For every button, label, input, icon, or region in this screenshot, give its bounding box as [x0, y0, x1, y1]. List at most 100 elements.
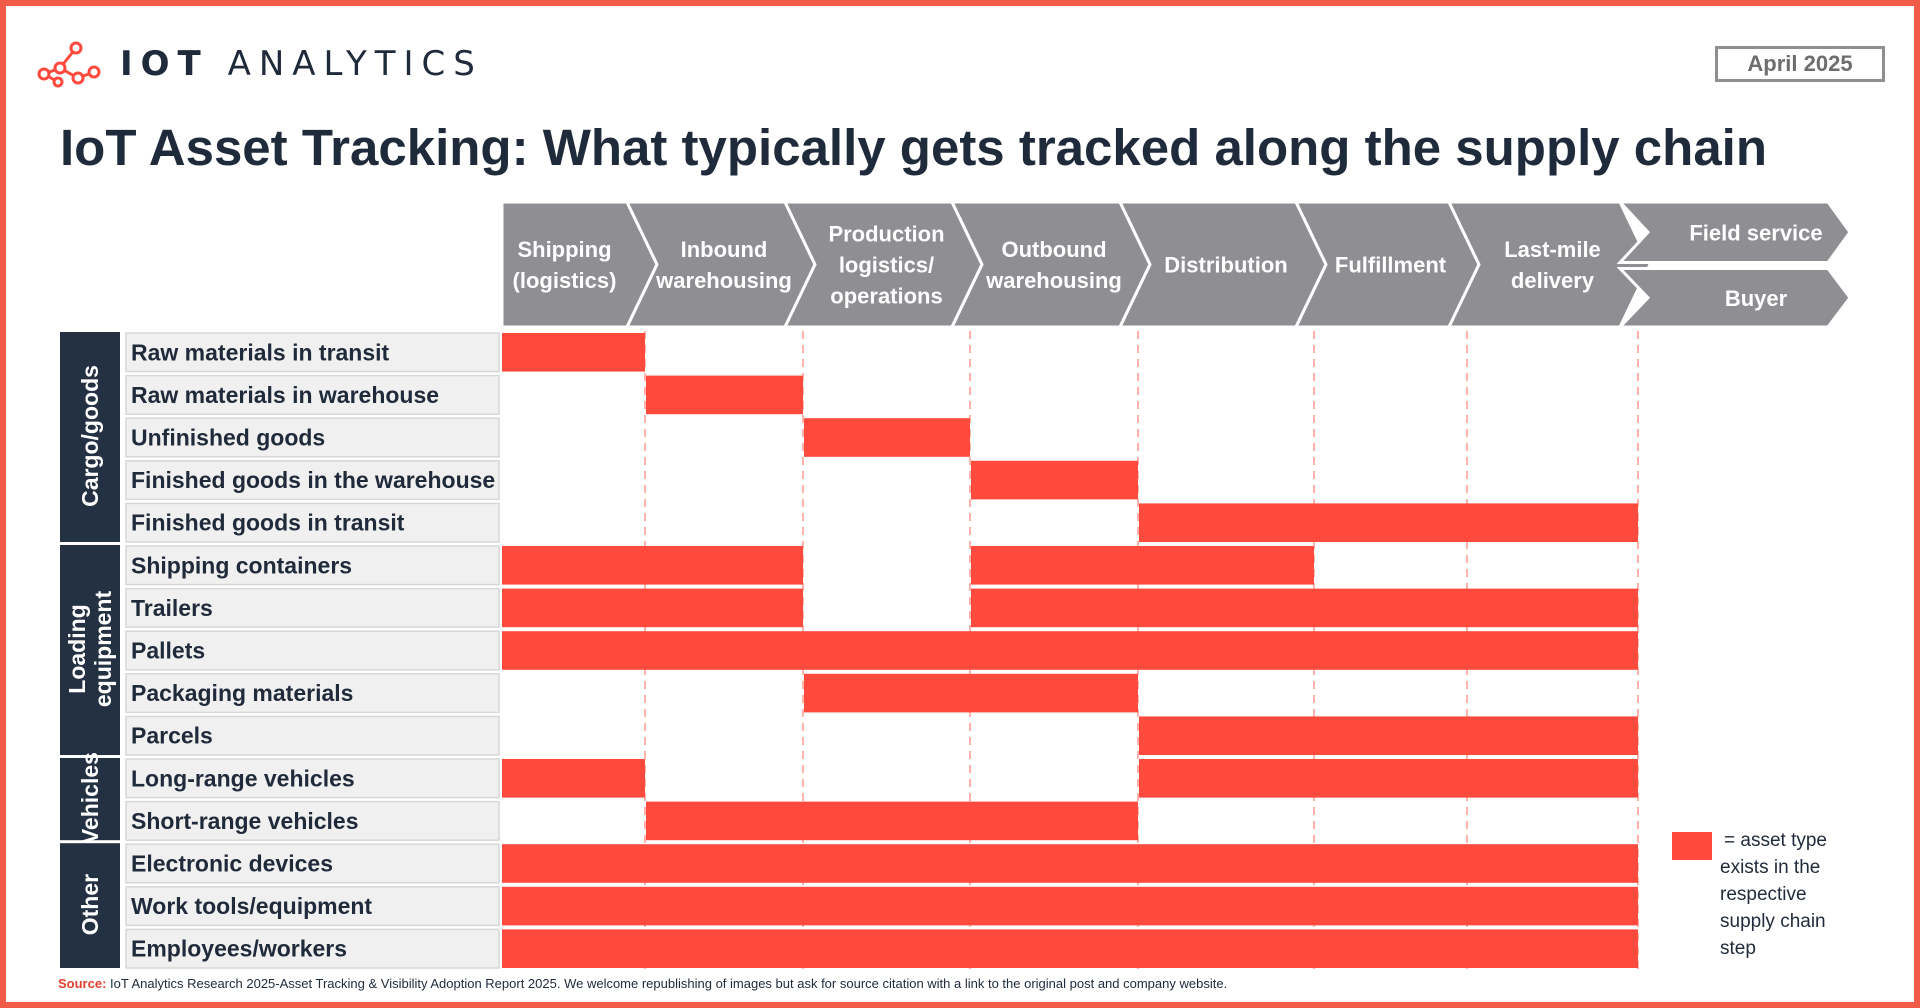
cell-raw-materials-in-warehouse-inbound-warehousing — [646, 375, 803, 415]
row-label-finished-goods-in-transit: Finished goods in transit — [131, 510, 405, 536]
row-label-employees-workers: Employees/workers — [131, 936, 347, 962]
stage-label-distribution-line-1: Distribution — [1164, 253, 1287, 278]
page-title: IoT Asset Tracking: What typically gets … — [60, 119, 1768, 176]
group-label-loading-equipment-line-1: Loading — [64, 604, 90, 693]
cell-electronic-devices-fulfillment — [1315, 844, 1468, 883]
cell-work-tools-equipment-shipping-logistics — [502, 886, 646, 926]
row-label-bg — [125, 800, 500, 841]
network-nodes-icon — [37, 41, 101, 88]
cell-pallets-production-logistics-operations — [804, 631, 971, 670]
stage-arrow-last-mile-delivery — [1446, 200, 1652, 329]
cell-shipping-containers-shipping-logistics — [502, 546, 646, 585]
stage-label-fulfillment-line-1: Fulfillment — [1335, 253, 1447, 278]
stage-label-outbound-warehousing-line-2: warehousing — [985, 268, 1122, 293]
cell-long-range-vehicles-last-mile-delivery — [1468, 759, 1638, 798]
cell-electronic-devices-shipping-logistics — [502, 844, 646, 883]
cell-long-range-vehicles-shipping-logistics — [502, 759, 645, 798]
cell-packaging-materials-production-logistics-operations — [804, 673, 971, 713]
row-label-raw-materials-in-warehouse: Raw materials in warehouse — [131, 382, 439, 408]
date-badge: April 2025 — [1715, 46, 1885, 82]
legend-text-line-1: = asset type — [1724, 830, 1827, 851]
row-label-pallets: Pallets — [131, 638, 205, 664]
legend-text-line-4: supply chain — [1720, 911, 1826, 932]
brand-name: IOT ANALYTICS — [120, 44, 483, 84]
stage-label-field-service: Field service — [1689, 220, 1822, 245]
cell-pallets-outbound-warehousing — [971, 631, 1139, 670]
cell-parcels-last-mile-delivery — [1468, 716, 1638, 755]
row-label-long-range-vehicles: Long-range vehicles — [131, 765, 355, 791]
group-label-loading-equipment-line-2: equipment — [90, 591, 116, 708]
row-label-trailers: Trailers — [131, 595, 213, 621]
cell-shipping-containers-outbound-warehousing — [971, 546, 1139, 585]
row-label-bg — [125, 673, 500, 714]
cell-pallets-shipping-logistics — [502, 631, 646, 670]
cell-work-tools-equipment-production-logistics-operations — [804, 886, 971, 926]
cell-long-range-vehicles-distribution — [1139, 759, 1315, 798]
stage-label-buyer: Buyer — [1725, 286, 1788, 311]
stage-label-production-logistics-operations-line-2: logistics/ — [839, 253, 934, 278]
stage-label-outbound-warehousing-line-1: Outbound — [1001, 237, 1106, 262]
cell-work-tools-equipment-fulfillment — [1315, 886, 1468, 926]
stage-label-shipping-logistics-line-1: Shipping — [517, 237, 611, 262]
stage-arrow-buyer — [1616, 267, 1852, 329]
cell-electronic-devices-outbound-warehousing — [971, 844, 1139, 883]
stage-label-inbound-warehousing-line-1: Inbound — [681, 237, 768, 262]
row-label-bg — [125, 886, 500, 927]
cell-shipping-containers-distribution — [1139, 546, 1314, 585]
cell-finished-goods-in-transit-fulfillment — [1315, 503, 1468, 542]
row-label-bg — [125, 587, 500, 628]
legend-text-line-5: step — [1720, 938, 1756, 959]
brand-bold: IOT — [120, 44, 209, 84]
row-label-bg — [125, 332, 500, 373]
cell-shipping-containers-inbound-warehousing — [646, 546, 803, 585]
source-note: Source: IoT Analytics Research 2025-Asse… — [58, 976, 1227, 991]
cell-trailers-shipping-logistics — [502, 588, 646, 628]
row-label-packaging-materials: Packaging materials — [131, 680, 353, 706]
source-text: IoT Analytics Research 2025-Asset Tracki… — [110, 976, 1228, 991]
group-label-cargo-goods-line-1: Cargo/goods — [77, 365, 103, 507]
stage-arrow-outbound-warehousing — [949, 200, 1152, 329]
cell-finished-goods-in-transit-last-mile-delivery — [1468, 503, 1638, 542]
row-label-short-range-vehicles: Short-range vehicles — [131, 808, 359, 834]
row-label-raw-materials-in-transit: Raw materials in transit — [131, 339, 390, 365]
stage-arrow-field-service — [1616, 200, 1852, 264]
cell-raw-materials-in-transit-shipping-logistics — [502, 333, 645, 372]
cell-trailers-inbound-warehousing — [646, 588, 803, 628]
cell-short-range-vehicles-inbound-warehousing — [646, 801, 804, 841]
cell-finished-goods-in-transit-distribution — [1139, 503, 1315, 542]
cell-packaging-materials-outbound-warehousing — [971, 673, 1138, 713]
source-label: Source: — [58, 976, 107, 991]
brand-light: ANALYTICS — [227, 44, 483, 84]
cell-pallets-inbound-warehousing — [646, 631, 804, 670]
cell-trailers-distribution — [1139, 588, 1315, 628]
cell-employees-workers-production-logistics-operations — [804, 929, 971, 968]
row-label-bg — [125, 928, 500, 969]
cell-electronic-devices-inbound-warehousing — [646, 844, 804, 883]
cell-work-tools-equipment-outbound-warehousing — [971, 886, 1139, 926]
row-label-bg — [125, 374, 500, 415]
stage-arrow-shipping-logistics — [500, 200, 659, 329]
row-label-bg — [125, 843, 500, 884]
row-label-electronic-devices: Electronic devices — [131, 851, 333, 877]
row-label-parcels: Parcels — [131, 723, 213, 749]
cell-unfinished-goods-production-logistics-operations — [804, 418, 970, 457]
group-label-vehicles-line-1: Vehicles — [77, 752, 103, 844]
stage-label-production-logistics-operations-line-3: operations — [830, 284, 942, 309]
row-label-bg — [125, 417, 500, 458]
cell-work-tools-equipment-last-mile-delivery — [1468, 886, 1638, 926]
cell-employees-workers-outbound-warehousing — [971, 929, 1139, 968]
cell-electronic-devices-last-mile-delivery — [1468, 844, 1638, 883]
cell-long-range-vehicles-fulfillment — [1315, 759, 1468, 798]
row-label-bg — [125, 460, 500, 501]
row-label-work-tools-equipment: Work tools/equipment — [131, 893, 372, 919]
row-label-bg — [125, 630, 500, 671]
cell-employees-workers-last-mile-delivery — [1468, 929, 1638, 968]
stage-label-last-mile-delivery-line-2: delivery — [1511, 268, 1595, 293]
row-label-bg — [125, 545, 500, 586]
cell-parcels-fulfillment — [1315, 716, 1468, 755]
row-label-unfinished-goods: Unfinished goods — [131, 425, 325, 451]
legend-text-line-3: respective — [1720, 884, 1807, 905]
row-label-bg — [125, 758, 500, 799]
group-bar-other — [60, 843, 120, 968]
